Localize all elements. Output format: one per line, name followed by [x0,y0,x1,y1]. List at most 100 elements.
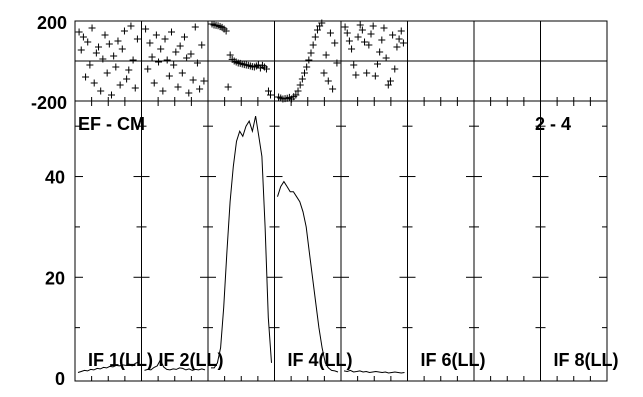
phase-point [161,35,169,43]
phase-point [101,31,109,39]
phase-point [90,79,98,87]
phase-point [152,31,160,39]
phase-point [176,42,184,50]
phase-point [296,81,304,89]
phase-point [361,38,369,46]
phase-point [92,49,100,57]
phase-point [343,29,351,37]
phase-point [341,23,349,31]
phase-point [198,41,206,49]
phase-point [99,55,107,63]
phase-point [266,91,274,99]
phase-point [150,79,158,87]
phase-point [129,56,137,64]
phase-point [95,43,103,51]
phase-point [191,23,199,31]
phase-point [393,43,401,51]
phase-point [155,58,163,66]
phase-point [226,51,234,59]
phase-point [333,59,341,67]
phase-point [86,61,94,69]
phase-point [352,71,360,79]
amplitude-line-5 [343,369,405,374]
phase-point [224,83,232,91]
phase-point [88,24,96,32]
amplitude-line-4 [277,180,339,373]
phase-point [123,75,131,83]
phase-point [193,59,201,67]
axis-labels: 200 -200 0 20 40 [31,13,67,389]
phase-point [307,49,315,57]
phase-point [97,87,105,95]
baseline-pair-label: 2 - 4 [535,114,571,134]
phase-point [348,45,356,53]
phase-point [110,52,118,60]
phase-y-tick-label: 200 [37,13,67,33]
amp-y-tick-label: 40 [45,168,65,188]
amplitude-line-3 [211,115,272,369]
phase-point [350,61,358,69]
phase-point [146,39,154,47]
phase-point [133,35,141,43]
phase-point [305,56,313,64]
phase-point [294,87,302,95]
phase-point [329,85,337,93]
phase-point [131,84,139,92]
phase-point [371,72,379,80]
phase-point [165,72,173,80]
phase-point [187,50,195,58]
phase-point [112,63,120,71]
phase-point [103,69,111,77]
phase-point [75,28,83,36]
phase-panel [74,19,608,103]
phase-point [318,19,326,27]
phase-point [313,26,321,34]
phase-point [264,87,272,95]
phase-point [331,39,339,47]
phase-point [382,54,390,62]
phase-point [391,65,399,73]
phase-point [196,85,204,93]
phase-point [320,69,328,77]
phase-point [125,66,133,74]
phase-point [77,46,85,54]
phase-point [292,91,300,99]
if-label-8: IF 8(LL) [554,350,619,370]
phase-point [118,45,126,53]
phase-point [189,76,197,84]
phase-point [222,27,230,35]
phase-point [82,73,90,81]
if-label-4: IF 4(LL) [288,350,353,370]
phase-point [326,29,334,37]
phase-point [174,83,182,91]
phase-point [311,33,319,41]
phase-point [144,65,152,73]
phase-point [378,36,386,44]
phase-point [309,41,317,49]
phase-point [84,38,92,46]
phase-point [170,61,178,69]
if-label-1: IF 1(LL) [88,350,153,370]
phase-point [365,41,373,49]
phase-y-tick-label: -200 [31,93,67,113]
phase-point [324,77,332,85]
phase-point [159,87,167,95]
phase-point [386,77,394,85]
phase-point [178,69,186,77]
phase-point [354,33,362,41]
phase-point [105,40,113,48]
phase-point [168,28,176,36]
phase-point [116,81,124,89]
baseline-label: EF - CM [78,114,145,134]
phase-point [367,30,375,38]
phase-point [345,37,353,45]
phase-point [397,27,405,35]
phase-point [389,31,397,39]
phase-point [395,35,403,43]
phase-point [200,77,208,85]
phase-point [142,25,150,33]
phase-point [376,48,384,56]
phase-point [384,81,392,89]
if-labels: IF 1(LL) IF 2(LL) IF 4(LL) IF 6(LL) IF 8(LL) [88,350,619,370]
phase-point [373,60,381,68]
